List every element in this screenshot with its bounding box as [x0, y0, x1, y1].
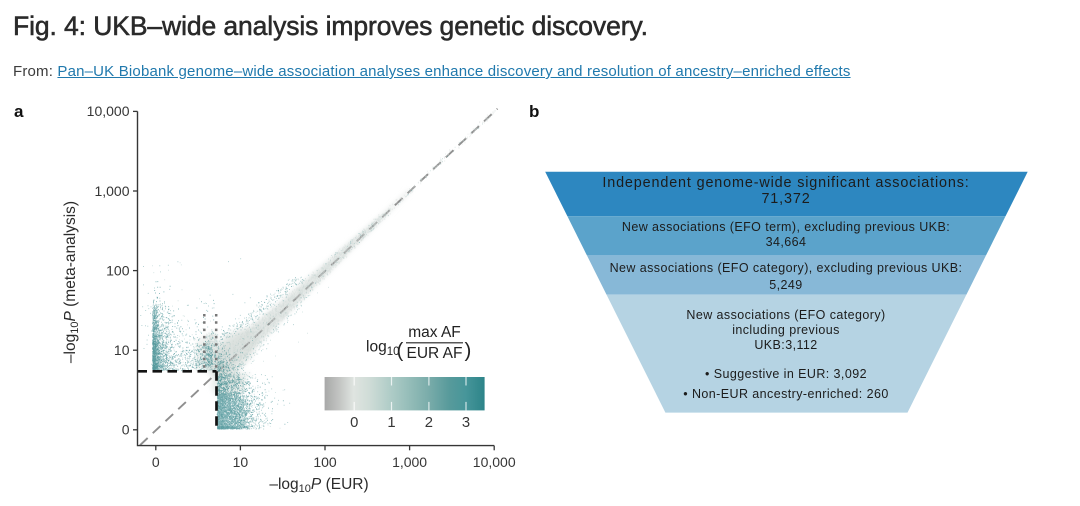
svg-text:0: 0	[122, 422, 130, 438]
svg-text:): )	[465, 339, 472, 362]
svg-text:100: 100	[313, 454, 337, 470]
svg-text:1,000: 1,000	[392, 454, 427, 470]
svg-text:10,000: 10,000	[87, 103, 130, 119]
svg-text:1,000: 1,000	[94, 183, 129, 199]
svg-text:3: 3	[462, 415, 470, 431]
svg-text:–log10P (EUR): –log10P (EUR)	[269, 476, 368, 495]
svg-text:max AF: max AF	[408, 324, 461, 341]
svg-text:–log10P (meta-analysis): –log10P (meta-analysis)	[62, 201, 81, 363]
svg-text:EUR AF: EUR AF	[407, 345, 463, 362]
svg-text:0: 0	[350, 415, 358, 431]
svg-text:0: 0	[152, 454, 160, 470]
svg-text:10: 10	[233, 454, 249, 470]
svg-text:10: 10	[114, 342, 130, 358]
svg-text:(: (	[397, 339, 404, 362]
svg-text:100: 100	[106, 262, 130, 278]
svg-text:log10: log10	[366, 339, 399, 358]
svg-text:2: 2	[425, 415, 433, 431]
svg-text:10,000: 10,000	[473, 454, 516, 470]
svg-text:1: 1	[387, 415, 395, 431]
